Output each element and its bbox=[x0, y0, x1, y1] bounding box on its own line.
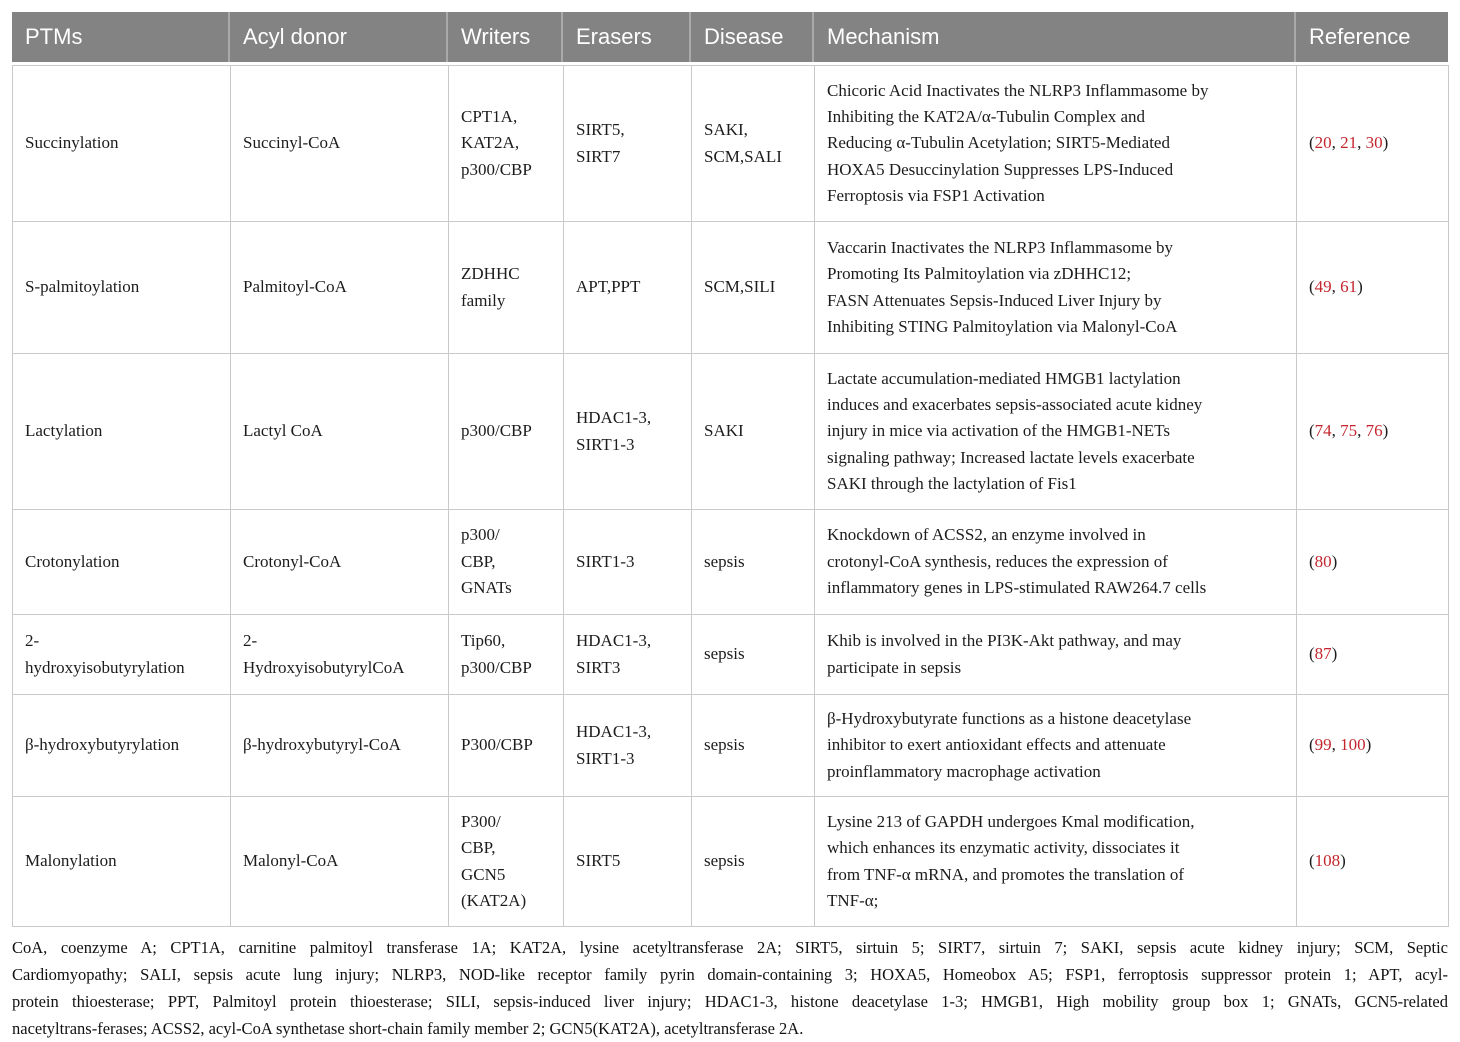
cell-acyl-donor: Palmitoyl-CoA bbox=[230, 221, 449, 354]
footnote-line: CoA, coenzyme A; CPT1A, carnitine palmit… bbox=[12, 938, 1448, 957]
cell-acyl-donor: 2- HydroxyisobutyrylCoA bbox=[230, 614, 449, 695]
table-row: Lactylation Lactyl CoA p300/CBP HDAC1-3,… bbox=[12, 353, 1449, 510]
reference-link[interactable]: 30 bbox=[1365, 133, 1383, 153]
cell-disease: sepsis bbox=[691, 694, 815, 797]
cell-acyl-donor: Malonyl-CoA bbox=[230, 796, 449, 927]
table-row: Crotonylation Crotonyl-CoA p300/ CBP, GN… bbox=[12, 509, 1449, 615]
cell-mechanism: Khib is involved in the PI3K-Akt pathway… bbox=[814, 614, 1297, 695]
reference-link[interactable]: 20 bbox=[1314, 133, 1332, 153]
cell-disease: sepsis bbox=[691, 614, 815, 695]
cell-mechanism: Lysine 213 of GAPDH undergoes Kmal modif… bbox=[814, 796, 1297, 927]
cell-erasers: SIRT5 bbox=[563, 796, 692, 927]
cell-erasers: HDAC1-3, SIRT1-3 bbox=[563, 353, 692, 510]
cell-mechanism: Lactate accumulation-mediated HMGB1 lact… bbox=[814, 353, 1297, 510]
cell-ptm: 2- hydroxyisobutyrylation bbox=[12, 614, 231, 695]
cell-ptm: Succinylation bbox=[12, 65, 231, 222]
reference-link[interactable]: 21 bbox=[1340, 133, 1358, 153]
cell-writers: Tip60, p300/CBP bbox=[448, 614, 564, 695]
cell-writers: P300/CBP bbox=[448, 694, 564, 797]
reference-cell: (108) bbox=[1296, 796, 1449, 927]
table-row: Succinylation Succinyl-CoA CPT1A, KAT2A,… bbox=[12, 65, 1449, 222]
cell-mechanism: β-Hydroxybutyrate functions as a histone… bbox=[814, 694, 1297, 797]
cell-disease: SAKI, SCM,SALI bbox=[691, 65, 815, 222]
table-row: β-hydroxybutyrylation β-hydroxybutyryl-C… bbox=[12, 694, 1449, 797]
column-header-mechanism: Mechanism bbox=[814, 12, 1296, 62]
reference-cell: (80) bbox=[1296, 509, 1449, 615]
cell-acyl-donor: Succinyl-CoA bbox=[230, 65, 449, 222]
cell-disease: SCM,SILI bbox=[691, 221, 815, 354]
cell-ptm: S-palmitoylation bbox=[12, 221, 231, 354]
column-header-reference: Reference bbox=[1309, 24, 1411, 49]
cell-writers: p300/ CBP, GNATs bbox=[448, 509, 564, 615]
cell-writers: P300/ CBP, GCN5 (KAT2A) bbox=[448, 796, 564, 927]
reference-cell: (49, 61) bbox=[1296, 221, 1449, 354]
cell-disease: sepsis bbox=[691, 509, 815, 615]
reference-link[interactable]: 99 bbox=[1314, 735, 1332, 755]
reference-link[interactable]: 49 bbox=[1314, 277, 1332, 297]
cell-ptm: β-hydroxybutyrylation bbox=[12, 694, 231, 797]
cell-writers: p300/CBP bbox=[448, 353, 564, 510]
footnote-line: protein thioesterase; PPT, Palmitoyl pro… bbox=[12, 992, 1448, 1012]
cell-acyl-donor: β-hydroxybutyryl-CoA bbox=[230, 694, 449, 797]
reference-cell: (20, 21, 30) bbox=[1296, 65, 1449, 222]
cell-writers: ZDHHC family bbox=[448, 221, 564, 354]
column-header-writers: Writers bbox=[448, 12, 563, 62]
table-row: Malonylation Malonyl-CoA P300/ CBP, GCN5… bbox=[12, 796, 1449, 927]
reference-link[interactable]: 80 bbox=[1314, 551, 1332, 571]
cell-erasers: SIRT1-3 bbox=[563, 509, 692, 615]
cell-disease: sepsis bbox=[691, 796, 815, 927]
cell-erasers: APT,PPT bbox=[563, 221, 692, 354]
reference-cell: (74, 75, 76) bbox=[1296, 353, 1449, 510]
footnote-line: Cardiomyopathy; SALI, sepsis acute lung … bbox=[12, 965, 1448, 985]
column-header-acyl-donor: Acyl donor bbox=[230, 12, 448, 62]
table-row: S-palmitoylation Palmitoyl-CoA ZDHHC fam… bbox=[12, 221, 1449, 354]
cell-writers: CPT1A, KAT2A, p300/CBP bbox=[448, 65, 564, 222]
reference-link[interactable]: 74 bbox=[1314, 421, 1332, 441]
cell-ptm: Lactylation bbox=[12, 353, 231, 510]
reference-link[interactable]: 87 bbox=[1314, 644, 1332, 664]
table-footnote: CoA, coenzyme A; CPT1A, carnitine palmit… bbox=[12, 927, 1448, 1042]
column-header-ptms: PTMs bbox=[12, 12, 230, 62]
cell-disease: SAKI bbox=[691, 353, 815, 510]
footnote-line: nacetyltrans-ferases; ACSS2, acyl-CoA sy… bbox=[12, 1019, 804, 1039]
cell-erasers: HDAC1-3, SIRT3 bbox=[563, 614, 692, 695]
reference-cell: (99, 100) bbox=[1296, 694, 1449, 797]
reference-cell: (87) bbox=[1296, 614, 1449, 695]
reference-link[interactable]: 108 bbox=[1314, 851, 1341, 871]
table-row: 2- hydroxyisobutyrylation 2- Hydroxyisob… bbox=[12, 614, 1449, 695]
cell-acyl-donor: Lactyl CoA bbox=[230, 353, 449, 510]
cell-ptm: Malonylation bbox=[12, 796, 231, 927]
reference-link[interactable]: 100 bbox=[1340, 735, 1366, 755]
ptm-table: Succinylation Succinyl-CoA CPT1A, KAT2A,… bbox=[12, 65, 1449, 927]
reference-link[interactable]: 75 bbox=[1340, 421, 1358, 441]
table-header: PTMs Acyl donor Writers Erasers Disease … bbox=[12, 12, 1448, 62]
reference-link[interactable]: 61 bbox=[1340, 277, 1358, 297]
reference-link[interactable]: 76 bbox=[1365, 421, 1383, 441]
column-header-disease: Disease bbox=[691, 12, 814, 62]
column-header-erasers: Erasers bbox=[563, 12, 691, 62]
cell-acyl-donor: Crotonyl-CoA bbox=[230, 509, 449, 615]
cell-mechanism: Chicoric Acid Inactivates the NLRP3 Infl… bbox=[814, 65, 1297, 222]
cell-mechanism: Vaccarin Inactivates the NLRP3 Inflammas… bbox=[814, 221, 1297, 354]
cell-mechanism: Knockdown of ACSS2, an enzyme involved i… bbox=[814, 509, 1297, 615]
cell-erasers: HDAC1-3, SIRT1-3 bbox=[563, 694, 692, 797]
cell-ptm: Crotonylation bbox=[12, 509, 231, 615]
cell-erasers: SIRT5, SIRT7 bbox=[563, 65, 692, 222]
